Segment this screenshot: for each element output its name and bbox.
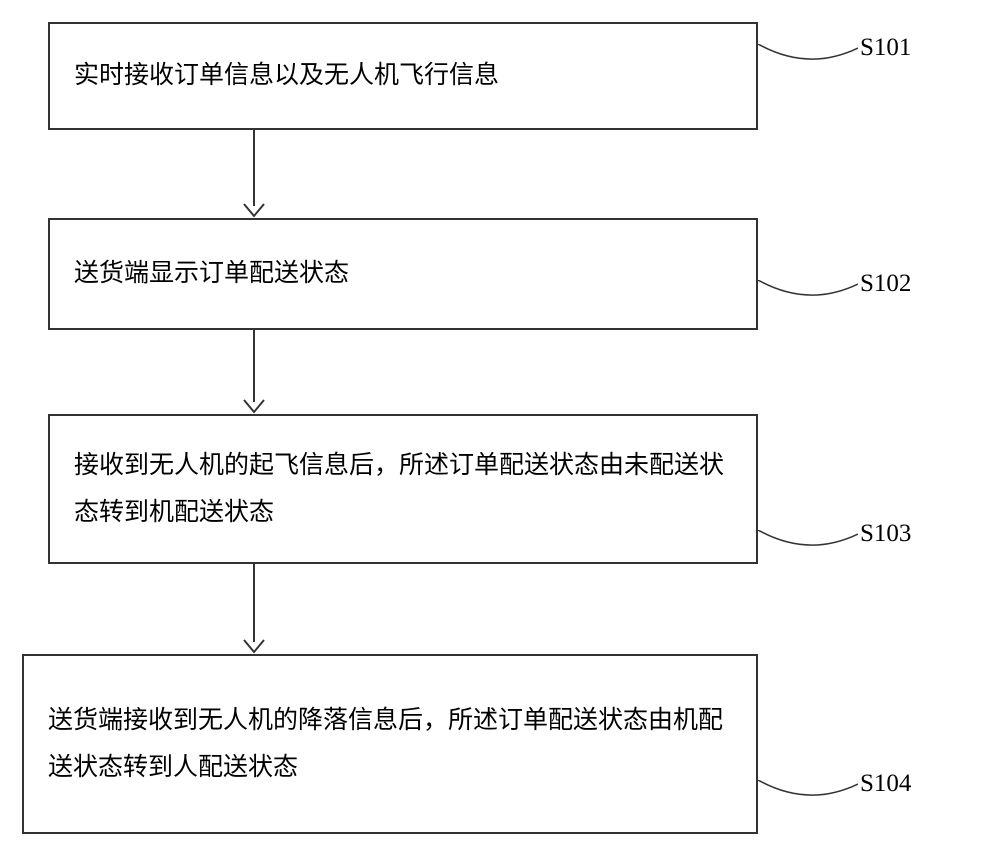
step-text: 实时接收订单信息以及无人机飞行信息: [74, 52, 499, 100]
step-box-s104: 送货端接收到无人机的降落信息后，所述订单配送状态由机配送状态转到人配送状态: [22, 654, 758, 834]
step-label-s101: S101: [860, 34, 911, 62]
label-connector-s102: [758, 280, 858, 308]
label-connector-s104: [758, 780, 858, 808]
label-connector-s101: [758, 44, 858, 72]
step-box-s102: 送货端显示订单配送状态: [48, 218, 758, 330]
step-label-s102: S102: [860, 270, 911, 298]
step-label-s104: S104: [860, 770, 911, 798]
step-text: 送货端显示订单配送状态: [74, 250, 349, 298]
step-text: 送货端接收到无人机的降落信息后，所述订单配送状态由机配送状态转到人配送状态: [48, 697, 732, 792]
step-box-s101: 实时接收订单信息以及无人机飞行信息: [48, 22, 758, 130]
step-text: 接收到无人机的起飞信息后，所述订单配送状态由未配送状态转到机配送状态: [74, 442, 732, 537]
step-box-s103: 接收到无人机的起飞信息后，所述订单配送状态由未配送状态转到机配送状态: [48, 414, 758, 564]
arrow-s103-s104: [242, 564, 266, 654]
arrow-s101-s102: [242, 130, 266, 218]
arrow-s102-s103: [242, 330, 266, 414]
step-label-s103: S103: [860, 520, 911, 548]
label-connector-s103: [758, 530, 858, 558]
